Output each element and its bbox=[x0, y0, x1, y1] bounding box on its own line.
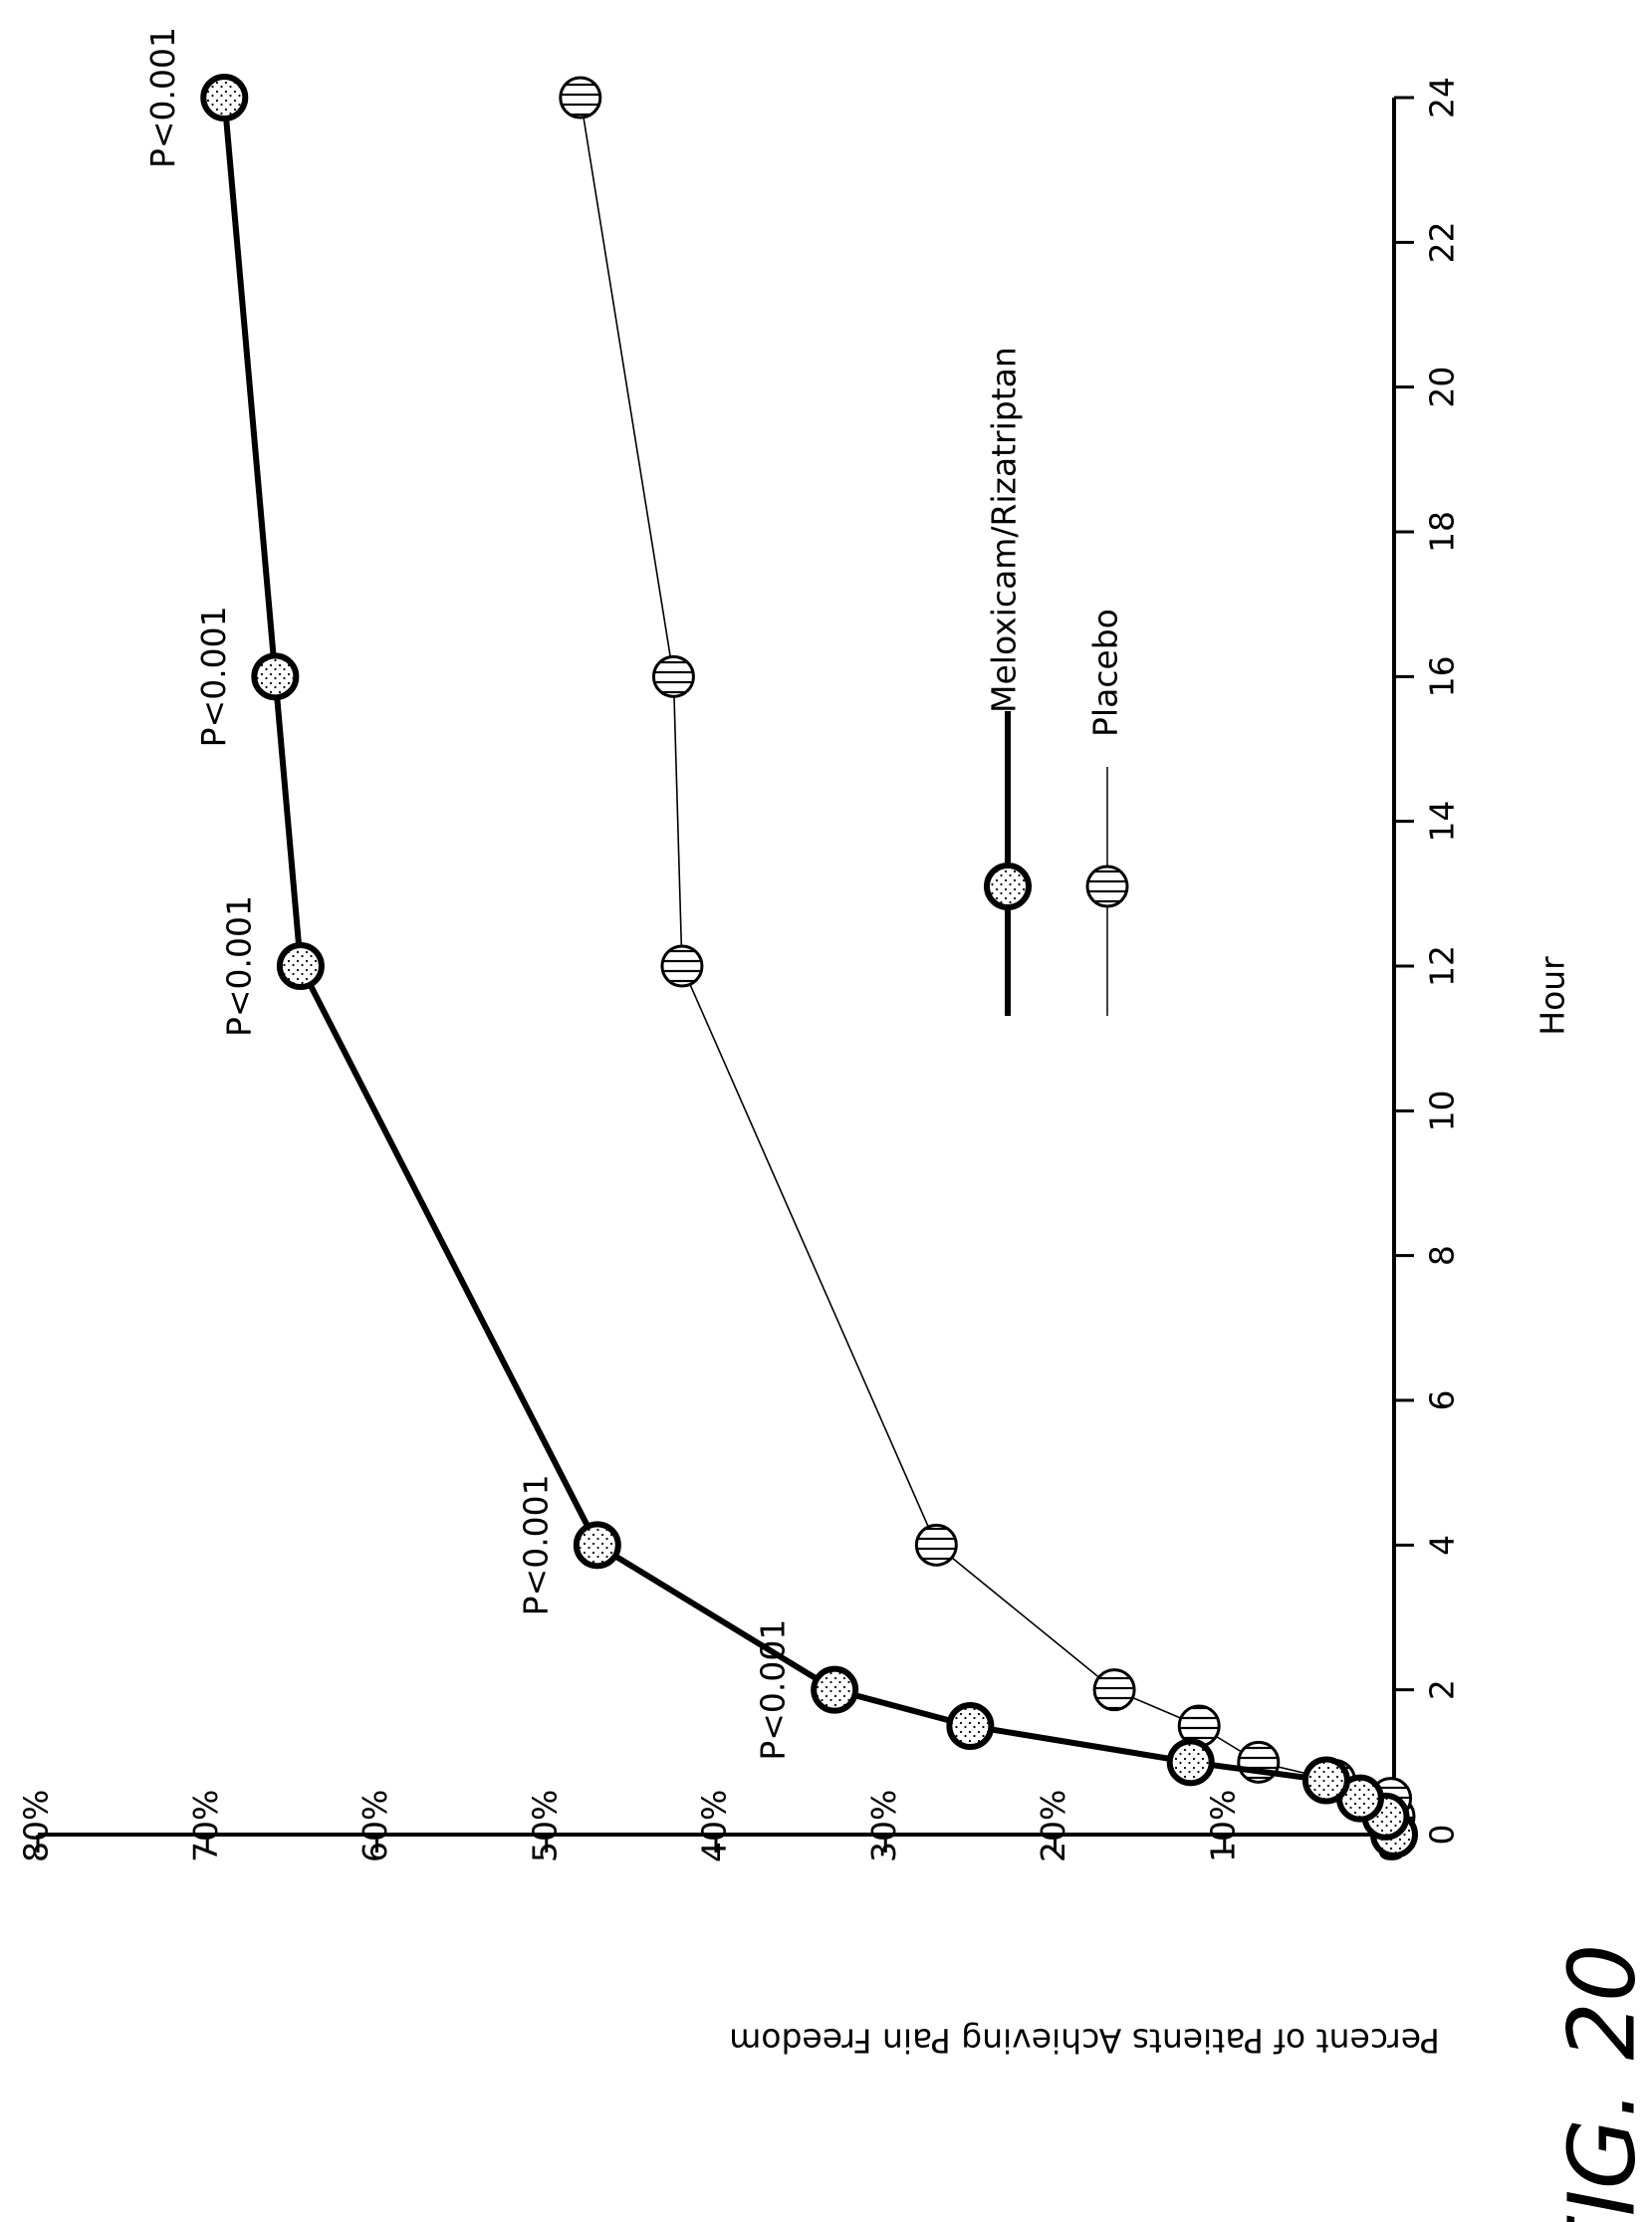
data-point-meloxicam bbox=[200, 74, 249, 122]
data-point-placebo bbox=[914, 1523, 958, 1567]
p-value-annotation: P<0.001 bbox=[219, 895, 258, 1037]
p-value-annotation: P<0.001 bbox=[143, 27, 182, 168]
data-point-placebo bbox=[559, 76, 602, 120]
data-point-placebo bbox=[651, 654, 695, 698]
x-tick-label: 14 bbox=[1423, 801, 1462, 843]
data-point-meloxicam bbox=[1166, 1738, 1215, 1787]
data-point-meloxicam bbox=[811, 1665, 859, 1714]
x-tick-label: 24 bbox=[1423, 77, 1462, 119]
legend: Meloxicam/Rizatriptan Placebo bbox=[984, 347, 1129, 1016]
legend-marker-meloxicam bbox=[984, 863, 1032, 910]
x-tick-label: 12 bbox=[1423, 945, 1462, 987]
y-tick-label: 40% bbox=[695, 1790, 734, 1862]
legend-marker-placebo bbox=[1085, 864, 1129, 908]
annotations: P<0.001 P<0.001 P<0.001 P<0.001 P<0.001 bbox=[143, 27, 793, 1761]
x-tick-label: 8 bbox=[1423, 1245, 1462, 1266]
y-tick-label: 60% bbox=[355, 1790, 394, 1862]
p-value-annotation: P<0.001 bbox=[754, 1619, 793, 1761]
series-line-meloxicam bbox=[221, 97, 1397, 1837]
y-axis-title: Percent of Patients Achieving Pain Freed… bbox=[729, 2022, 1440, 2061]
data-point-placebo bbox=[660, 944, 704, 988]
x-tick-label: 0 bbox=[1423, 1825, 1462, 1846]
data-point-meloxicam bbox=[276, 942, 325, 990]
data-point-meloxicam bbox=[573, 1521, 621, 1570]
series-layer bbox=[200, 74, 1418, 1858]
x-tick-label: 10 bbox=[1423, 1090, 1462, 1131]
y-tick-label: 80% bbox=[17, 1790, 56, 1862]
data-point-meloxicam bbox=[251, 652, 300, 701]
data-point-meloxicam bbox=[1301, 1756, 1350, 1805]
y-tick-label: 70% bbox=[186, 1790, 225, 1862]
legend-label-placebo: Placebo bbox=[1086, 609, 1125, 737]
x-tick-label: 16 bbox=[1423, 655, 1462, 697]
x-tick-label: 4 bbox=[1423, 1535, 1462, 1556]
figure-label: FIG. 20 bbox=[1548, 1944, 1652, 2222]
x-tick-label: 6 bbox=[1423, 1390, 1462, 1411]
y-tick-label: 50% bbox=[525, 1790, 564, 1862]
legend-label-meloxicam: Meloxicam/Rizatriptan bbox=[985, 347, 1024, 713]
data-point-meloxicam bbox=[946, 1702, 995, 1750]
y-tick-label: 30% bbox=[864, 1790, 903, 1862]
p-value-annotation: P<0.001 bbox=[194, 606, 233, 747]
data-point-placebo bbox=[1237, 1740, 1281, 1784]
data-point-placebo bbox=[1092, 1668, 1136, 1712]
x-tick-label: 20 bbox=[1423, 367, 1462, 408]
x-tick-label: 2 bbox=[1423, 1679, 1462, 1700]
y-tick-label: 20% bbox=[1034, 1790, 1072, 1862]
x-tick-label: 18 bbox=[1423, 511, 1462, 553]
y-tick-label: 10% bbox=[1203, 1790, 1242, 1862]
x-tick-label: 22 bbox=[1423, 221, 1462, 263]
x-axis-title: Hour bbox=[1534, 956, 1572, 1036]
p-value-annotation: P<0.001 bbox=[516, 1474, 555, 1615]
